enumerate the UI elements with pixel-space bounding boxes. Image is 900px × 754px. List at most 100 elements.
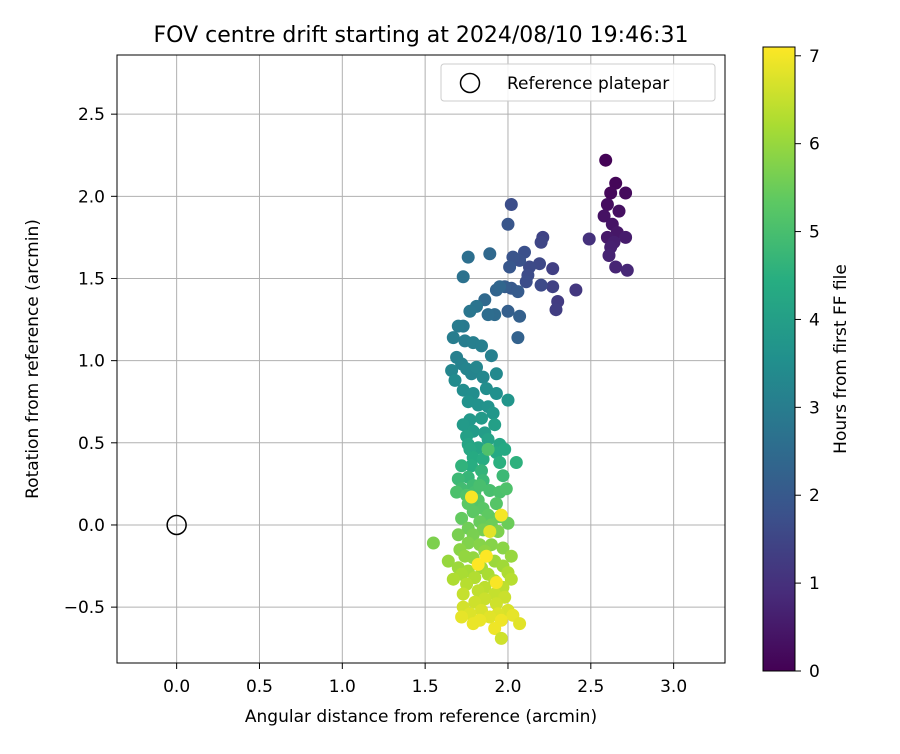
data-point xyxy=(600,198,614,211)
data-point xyxy=(456,270,470,284)
data-point xyxy=(501,304,515,318)
y-tick-label: 0.5 xyxy=(78,434,105,454)
data-point xyxy=(496,541,510,555)
data-point xyxy=(475,464,488,478)
data-point xyxy=(513,617,527,631)
data-point xyxy=(488,418,502,432)
data-point xyxy=(455,511,469,525)
data-point xyxy=(597,209,611,223)
data-point xyxy=(488,587,502,601)
colorbar-tick-label: 6 xyxy=(809,135,820,155)
x-axis-label: Angular distance from reference (arcmin) xyxy=(245,707,597,727)
data-point xyxy=(455,459,469,473)
data-point xyxy=(612,204,626,218)
data-point xyxy=(499,482,513,496)
data-point xyxy=(460,577,474,591)
data-point xyxy=(599,153,613,167)
data-point xyxy=(466,505,480,519)
data-point xyxy=(465,490,478,504)
data-point xyxy=(471,398,485,412)
data-point xyxy=(511,331,525,345)
legend-label: Reference platepar xyxy=(507,74,669,94)
data-point xyxy=(463,304,477,318)
x-tick-label: 3.0 xyxy=(660,677,687,697)
legend-box xyxy=(440,63,716,102)
y-tick-label: −0.5 xyxy=(64,598,105,618)
data-point xyxy=(504,198,518,211)
data-point xyxy=(609,176,623,190)
data-point xyxy=(451,528,465,542)
data-point xyxy=(451,319,465,333)
data-point xyxy=(549,303,563,317)
data-point xyxy=(483,610,497,624)
x-tick-label: 2.0 xyxy=(494,677,521,697)
colorbar-gradient xyxy=(762,46,796,672)
data-point xyxy=(441,554,455,568)
data-point xyxy=(489,367,503,381)
colorbar-label: Hours from first FF file xyxy=(831,264,851,454)
data-points xyxy=(426,153,634,645)
data-point xyxy=(483,484,497,497)
data-point xyxy=(534,235,548,249)
data-point xyxy=(456,587,470,601)
data-point xyxy=(569,283,583,297)
data-point xyxy=(446,331,460,345)
data-point xyxy=(493,456,507,469)
data-point xyxy=(496,469,510,483)
data-point xyxy=(582,232,596,246)
data-point xyxy=(619,186,633,200)
data-point xyxy=(479,382,493,396)
y-tick-label: 1.0 xyxy=(78,352,105,372)
data-point xyxy=(494,508,508,522)
data-point xyxy=(456,383,470,397)
data-point xyxy=(456,418,470,432)
data-point xyxy=(473,479,487,492)
data-point xyxy=(604,186,618,200)
grid xyxy=(117,55,725,663)
colorbar-tick-label: 1 xyxy=(809,574,820,594)
data-point xyxy=(476,370,490,384)
data-point xyxy=(509,456,523,469)
data-point xyxy=(511,285,525,299)
legend-marker-icon xyxy=(459,72,481,94)
data-point xyxy=(448,373,462,387)
data-point xyxy=(506,250,520,264)
colorbar-tick-label: 0 xyxy=(809,662,820,682)
colorbar-tick-label: 3 xyxy=(809,398,820,418)
data-point xyxy=(478,592,492,606)
data-point xyxy=(546,262,560,276)
x-tick-label: 0.0 xyxy=(163,677,190,697)
data-point xyxy=(461,395,475,409)
data-point xyxy=(451,472,465,486)
data-point xyxy=(519,275,533,289)
data-point xyxy=(475,411,488,425)
colorbar-tick-label: 4 xyxy=(809,310,820,330)
colorbar-tick-label: 5 xyxy=(809,223,820,243)
data-point xyxy=(475,339,488,353)
data-point xyxy=(501,217,515,231)
x-tick-label: 1.5 xyxy=(412,677,439,697)
data-point xyxy=(483,247,497,261)
y-tick-label: 2.5 xyxy=(78,105,105,125)
data-point xyxy=(461,250,475,264)
data-point xyxy=(455,610,469,624)
x-tick-label: 0.5 xyxy=(246,677,273,697)
data-point xyxy=(619,230,633,244)
data-point xyxy=(481,308,495,322)
data-point xyxy=(493,280,507,294)
data-point xyxy=(609,260,623,274)
colorbar: 0 1 2 3 4 5 6 7 Hours from first FF file xyxy=(762,46,851,682)
y-tick-label: 2.0 xyxy=(78,187,105,207)
data-point xyxy=(476,452,490,466)
reference-marker xyxy=(166,514,187,536)
data-point xyxy=(602,249,616,262)
data-point xyxy=(466,617,480,631)
data-point xyxy=(489,597,503,611)
data-point xyxy=(479,549,493,563)
data-point xyxy=(503,260,517,274)
data-point xyxy=(501,393,515,407)
data-point xyxy=(513,309,527,323)
data-point xyxy=(445,364,459,377)
data-point xyxy=(488,622,502,635)
legend: Reference platepar xyxy=(440,63,716,102)
